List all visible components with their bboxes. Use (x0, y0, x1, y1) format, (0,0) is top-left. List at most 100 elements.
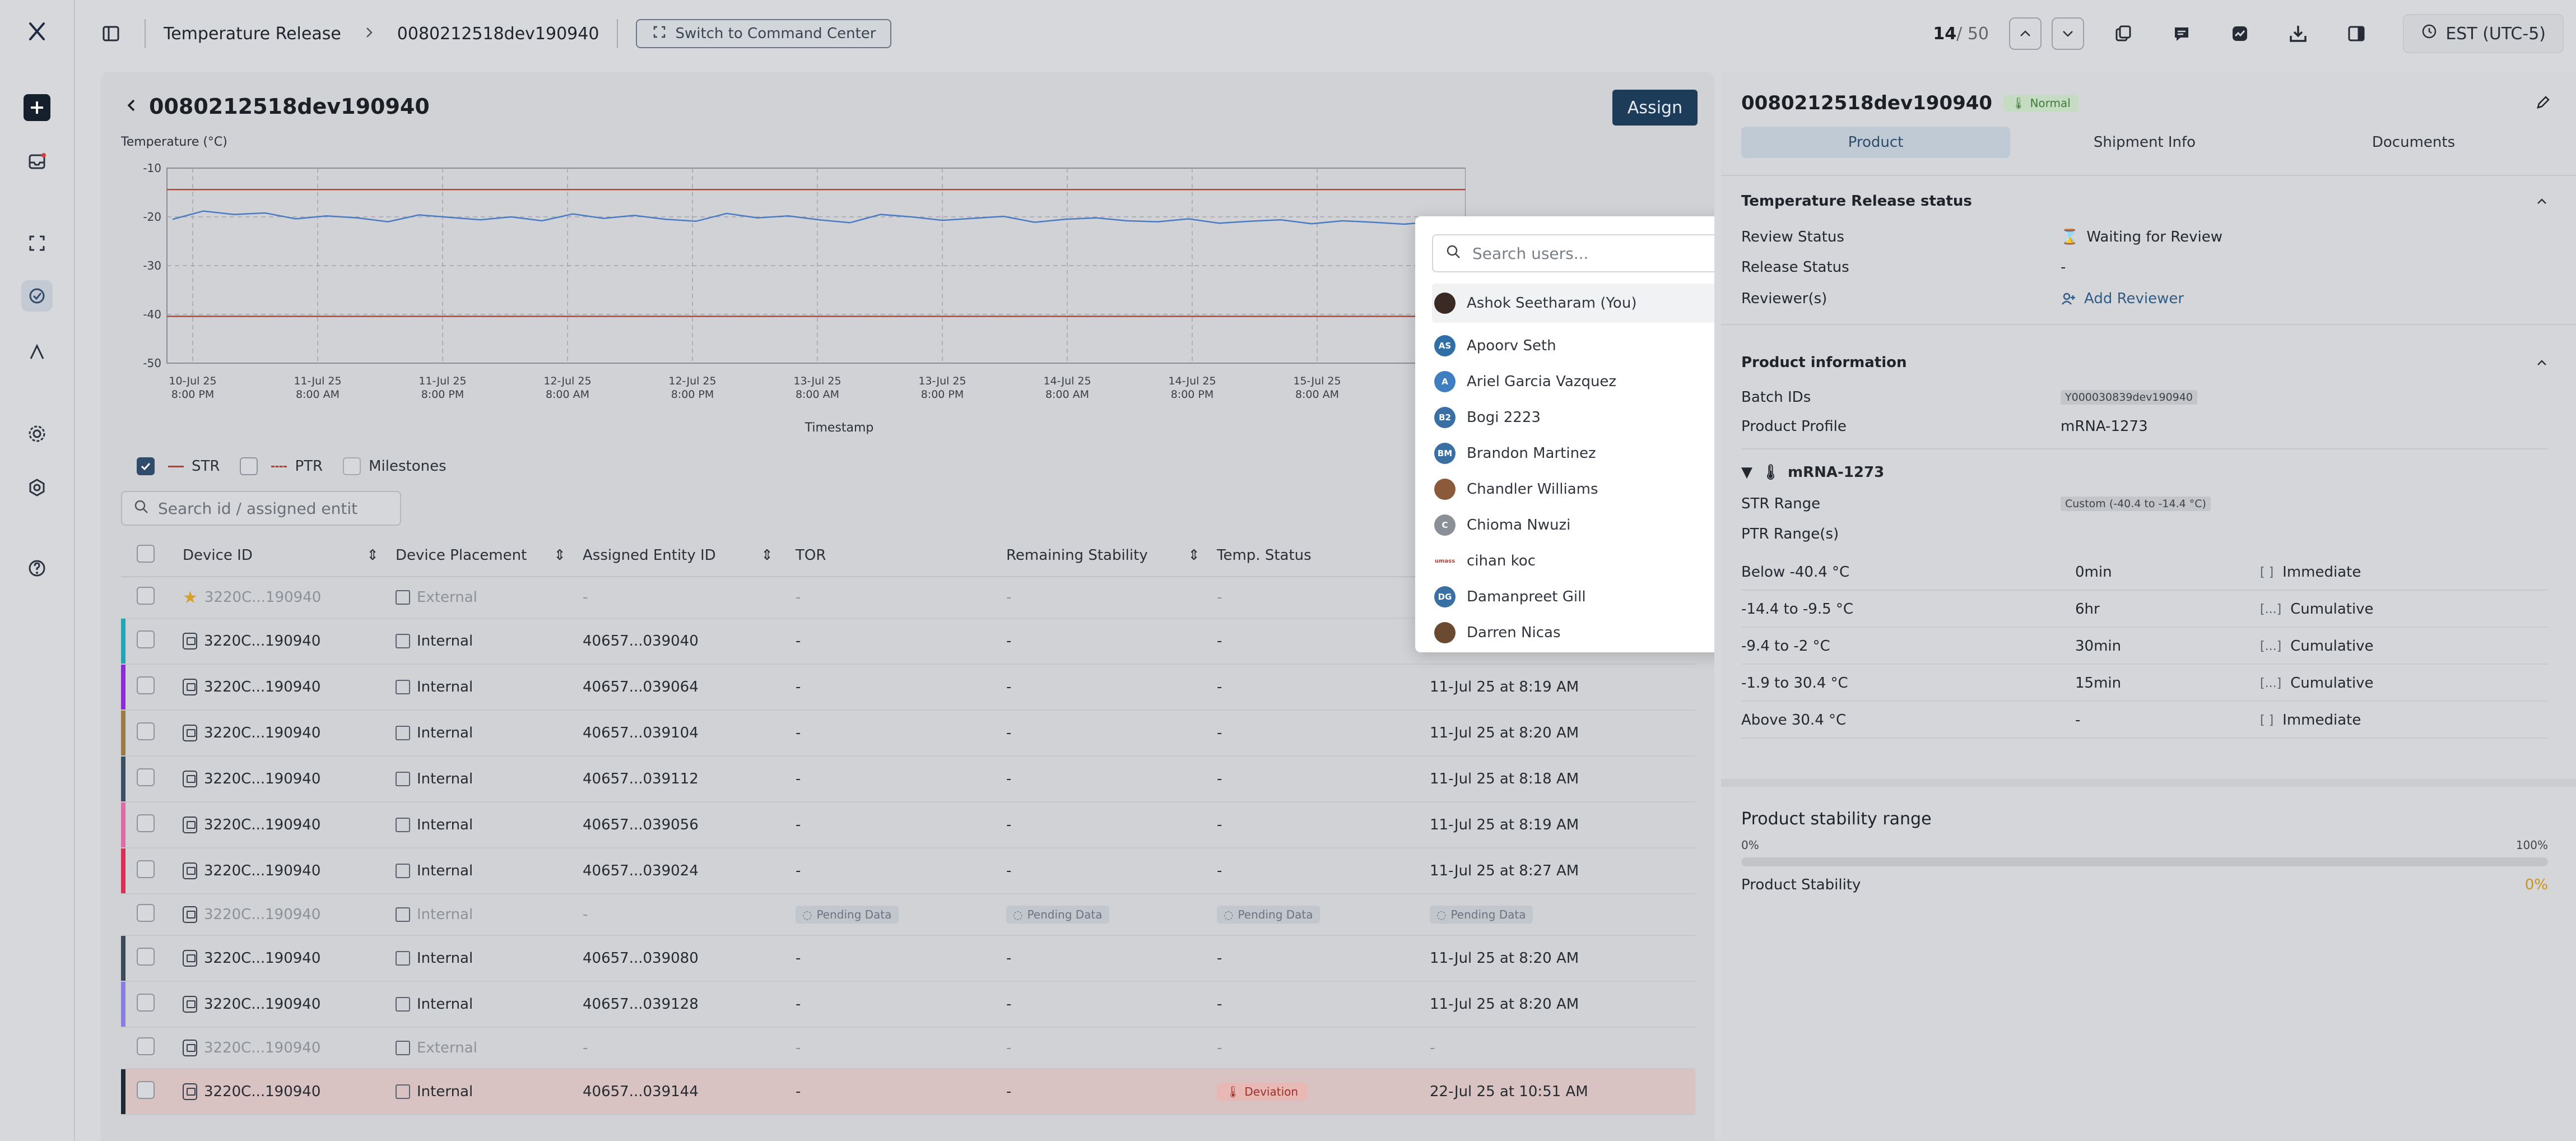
table-row[interactable]: 3220C...190940 Internal 40657...039128 - - - 1… (121, 982, 1695, 1028)
stability-value: 0% (2524, 876, 2548, 893)
toggle-right-panel-icon[interactable] (2341, 18, 2372, 49)
row-checkbox[interactable] (137, 860, 155, 878)
admin-settings-icon[interactable] (21, 472, 53, 503)
timezone-selector[interactable]: EST (UTC-5) (2403, 14, 2564, 53)
x-tick-label: 11-Jul 25 (419, 375, 466, 387)
user-search-input[interactable]: Search users... (1432, 234, 1714, 272)
last-reading-cell: - (1430, 1040, 1435, 1056)
table-row[interactable]: 3220C...190940 Internal 40657...039144 - - 🌡 D… (121, 1069, 1695, 1115)
col-assigned-entity[interactable]: Assigned Entity ID ⇕ (583, 547, 796, 564)
collapse-chevron-icon[interactable] (2533, 193, 2550, 210)
row-checkbox[interactable] (137, 768, 155, 786)
caret-down-icon: ▼ (1741, 464, 1752, 481)
page-total: / 50 (1956, 24, 1989, 44)
tab-shipment-info[interactable]: Shipment Info (2093, 134, 2196, 151)
table-row[interactable]: 3220C...190940 External - - - - - (121, 1028, 1695, 1069)
row-checkbox[interactable] (137, 676, 155, 694)
table-row[interactable]: 3220C...190940 Internal 40657...039112 - - - 1… (121, 757, 1695, 803)
col-temp-status[interactable]: Temp. Status (1217, 547, 1430, 564)
scan-icon[interactable] (21, 228, 53, 259)
user-option[interactable]: BM Brandon Martinez (1432, 434, 1714, 473)
switch-to-command-center-button[interactable]: Switch to Command Center (636, 19, 892, 48)
remaining-stability-cell: - (1006, 862, 1012, 879)
row-checkbox[interactable] (137, 903, 155, 922)
add-reviewer-link[interactable]: Add Reviewer (2061, 290, 2184, 307)
table-row[interactable]: 3220C...190940 Internal 40657...039104 - - - 1… (121, 711, 1695, 757)
activity-icon[interactable] (2224, 18, 2256, 49)
table-row[interactable]: 3220C...190940 Internal 40657...039080 - - - 1… (121, 936, 1695, 982)
row-checkbox[interactable] (137, 722, 155, 740)
str-checkbox[interactable] (137, 457, 155, 475)
user-option[interactable]: DG Damanpreet Gill (1432, 577, 1714, 616)
help-icon[interactable] (21, 553, 53, 584)
placement-cell: External (396, 589, 583, 606)
table-row[interactable]: 3220C...190940 Internal 40657...039056 - - - 1… (121, 803, 1695, 848)
page-title-group: 0080212518dev190940 (123, 94, 430, 119)
previous-record-button[interactable] (2009, 17, 2042, 50)
col-device-id[interactable]: Device ID ⇕ (183, 547, 396, 564)
row-checkbox[interactable] (137, 630, 155, 648)
next-record-button[interactable] (2052, 17, 2084, 50)
inbox-icon[interactable] (21, 146, 53, 177)
tor-cell: - (796, 1040, 801, 1056)
user-avatar: BM (1434, 443, 1456, 464)
ptr-time: 6hr (2075, 601, 2100, 618)
row-checkbox[interactable] (137, 814, 155, 832)
new-item-icon[interactable] (24, 94, 50, 121)
comments-icon[interactable] (2166, 18, 2197, 49)
user-option[interactable]: A Ariel Garcia Vazquez (1432, 362, 1714, 401)
user-option[interactable]: umass cihan koc (1432, 541, 1714, 581)
milestones-checkbox[interactable] (343, 457, 361, 475)
placement-icon (396, 590, 410, 605)
breadcrumb-temperature-release[interactable]: Temperature Release (164, 24, 341, 44)
x-tick-label: 8:00 AM (546, 388, 589, 401)
ptr-checkbox[interactable] (240, 457, 258, 475)
temperature-series-line (172, 210, 1466, 225)
col-tor[interactable]: TOR (796, 547, 1006, 564)
row-checkbox[interactable] (137, 947, 155, 966)
row-checkbox[interactable] (137, 993, 155, 1012)
entity-cell: 40657...039064 (583, 679, 699, 695)
user-option[interactable]: C Chioma Nwuzi (1432, 505, 1714, 545)
user-option[interactable]: Ashok Seetharam (You) (1432, 284, 1714, 323)
col-remaining-stability[interactable]: Remaining Stability ⇕ (1006, 547, 1217, 564)
tab-documents[interactable]: Documents (2372, 134, 2456, 151)
placement-value: External (417, 1040, 477, 1056)
collapse-chevron-icon[interactable] (2533, 354, 2550, 371)
app-logo-icon[interactable] (21, 16, 53, 47)
col-device-placement[interactable]: Device Placement ⇕ (396, 547, 583, 564)
device-search-input[interactable]: Search id / assigned entit (121, 491, 401, 526)
settings-gear-icon[interactable] (21, 418, 53, 449)
temperature-release-nav-icon[interactable] (21, 280, 53, 312)
row-checkbox[interactable] (137, 1080, 155, 1099)
download-icon[interactable] (2282, 18, 2314, 49)
copy-icon[interactable] (2108, 18, 2139, 49)
assign-button[interactable]: Assign (1612, 90, 1698, 126)
device-id: 3220C...190940 (204, 589, 322, 606)
analytics-icon[interactable] (21, 336, 53, 368)
last-reading-cell: 11-Jul 25 at 8:19 AM (1430, 817, 1579, 833)
ptr-mode: Immediate (2282, 564, 2361, 581)
back-chevron-icon[interactable] (123, 94, 140, 119)
user-option[interactable]: B2 Bogi 2223 (1432, 398, 1714, 437)
table-row[interactable]: 3220C...190940 Internal 40657...039064 - - - 1… (121, 665, 1695, 711)
select-all-checkbox[interactable] (137, 544, 155, 563)
user-option[interactable]: AS Apoorv Seth (1432, 326, 1714, 365)
row-checkbox[interactable] (137, 1037, 155, 1055)
user-avatar: AS (1434, 335, 1456, 356)
profile-subsection-header[interactable]: ▼ 🌡 mRNA-1273 (1741, 464, 2548, 481)
tab-product[interactable]: Product (1741, 127, 2010, 158)
table-row[interactable]: 3220C...190940 Internal - ◌ Pending Data ◌ Pen… (121, 894, 1695, 936)
table-row[interactable]: 3220C...190940 Internal 40657...039024 - - - 1… (121, 848, 1695, 894)
user-option[interactable]: Chandler Williams (1432, 470, 1714, 509)
toggle-sidebar-icon[interactable] (95, 18, 127, 49)
device-id: 3220C...190940 (204, 1040, 321, 1056)
ptr-range: Below -40.4 °C (1741, 564, 1850, 581)
remaining-stability-cell: - (1006, 589, 1012, 606)
add-reviewer-label: Add Reviewer (2084, 290, 2184, 307)
device-id: 3220C...190940 (204, 633, 321, 650)
edit-pencil-icon[interactable] (2535, 94, 2551, 113)
row-checkbox[interactable] (137, 586, 155, 605)
chevron-up-icon (2020, 30, 2030, 36)
user-option[interactable]: Darren Nicas (1432, 613, 1714, 652)
